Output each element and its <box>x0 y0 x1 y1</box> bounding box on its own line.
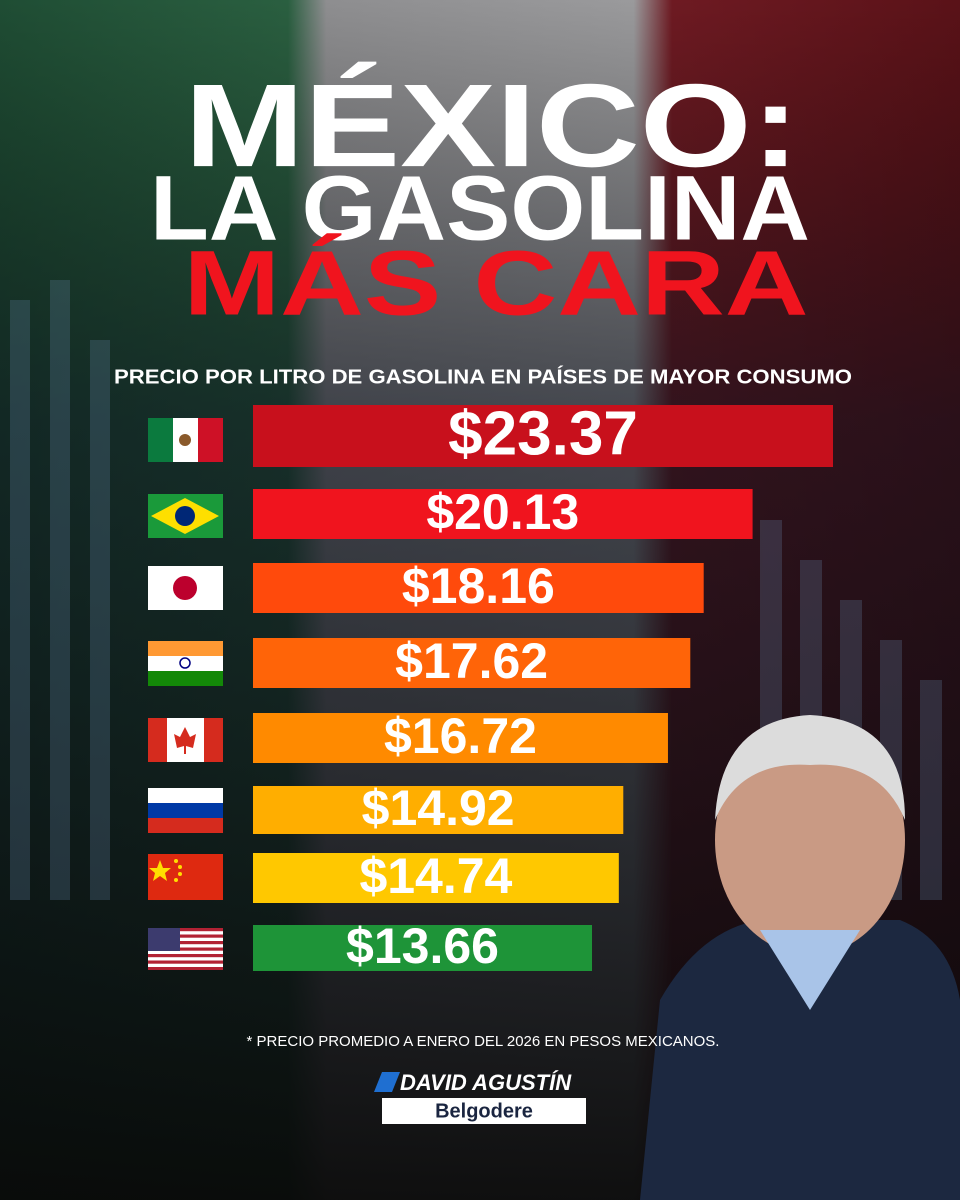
bar <box>253 786 624 834</box>
brand-name: DAVID AGUSTÍN <box>400 1070 572 1095</box>
flag-canada <box>148 718 223 762</box>
subtitle: PRECIO POR LITRO DE GASOLINA EN PAÍSES D… <box>114 365 852 388</box>
value-label: $23.37 <box>448 399 638 468</box>
title-line: MÉXICO: <box>185 60 800 192</box>
bar <box>253 563 704 613</box>
value-label: $17.62 <box>395 633 548 689</box>
person-silhouette <box>640 715 960 1200</box>
flag-brazil <box>148 494 223 538</box>
flag-russia <box>148 788 223 833</box>
bar <box>253 713 668 763</box>
flag-usa <box>148 928 223 970</box>
value-label: $20.13 <box>426 484 579 540</box>
value-label: $13.66 <box>346 918 499 974</box>
value-label: $16.72 <box>384 708 537 764</box>
flag-india <box>148 641 223 686</box>
flag-china <box>148 854 223 900</box>
value-label: $18.16 <box>402 558 555 614</box>
footnote: * PRECIO PROMEDIO A ENERO DEL 2026 EN PE… <box>247 1033 720 1050</box>
bar <box>253 925 593 971</box>
value-label: $14.74 <box>359 848 512 904</box>
flag-mexico <box>148 418 223 462</box>
bar <box>253 405 833 467</box>
bar <box>253 638 691 688</box>
brand: DAVID AGUSTÍN Belgodere <box>374 1070 586 1124</box>
title-line: LA GASOLINA <box>150 157 810 259</box>
title-line: MÁS CARA <box>184 232 809 334</box>
brand-surname: Belgodere <box>435 1100 533 1122</box>
bar <box>253 853 619 903</box>
flag-japan <box>148 566 223 610</box>
bar <box>253 489 753 539</box>
value-label: $14.92 <box>362 780 515 836</box>
